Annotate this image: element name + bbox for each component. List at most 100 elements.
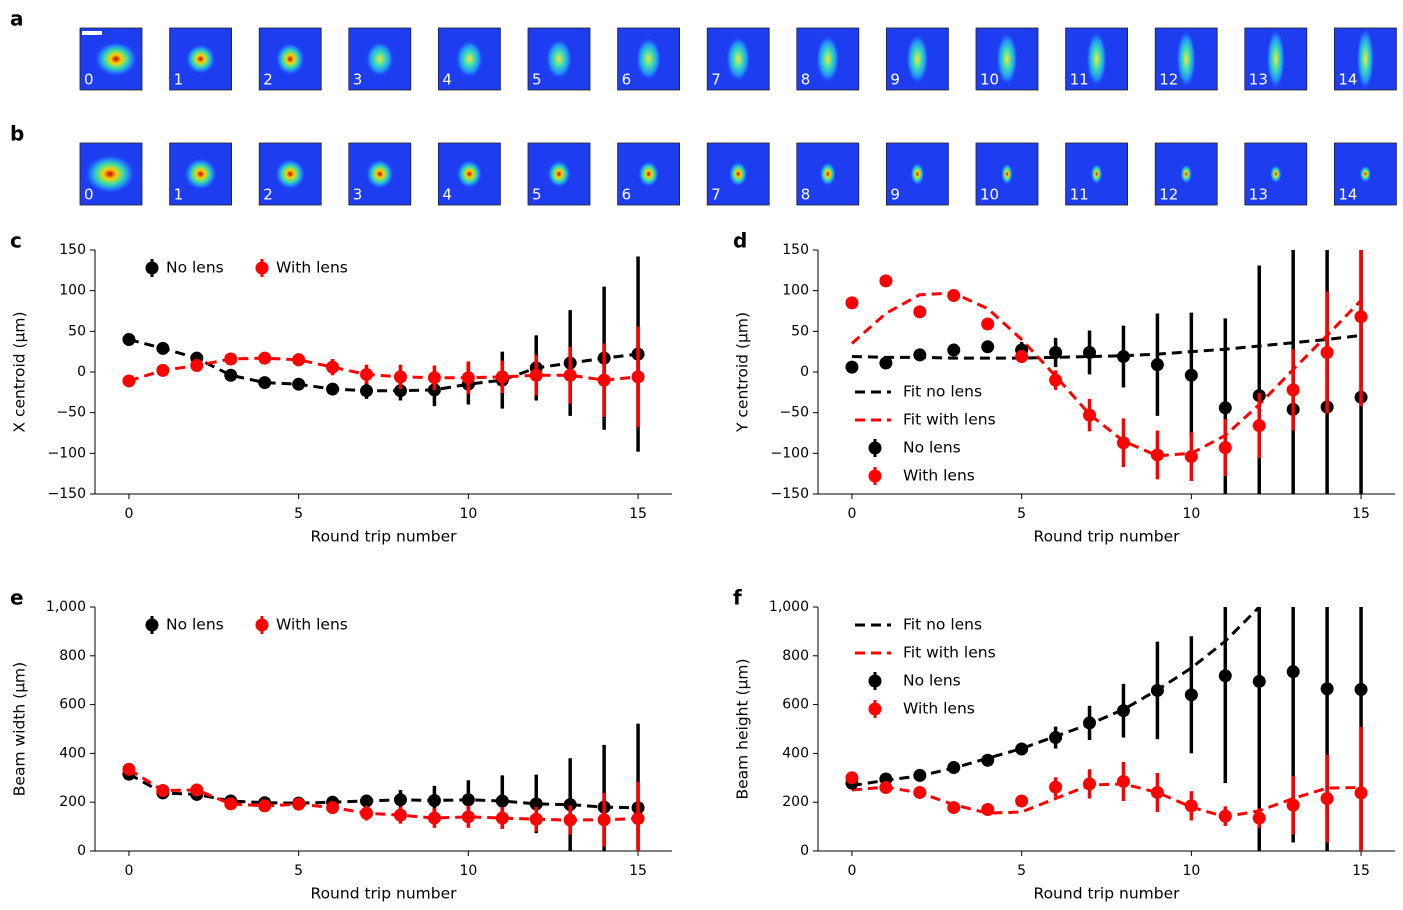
y-tick-label: 600 [782,697,809,713]
frame-number: 12 [1159,186,1178,204]
beam-spot [1266,28,1285,90]
y-tick-label: 200 [782,794,809,810]
y-tick-label: 400 [59,745,86,761]
beam-spot [638,161,660,188]
frame-number: 13 [1249,186,1268,204]
data-point [981,754,994,767]
y-tick-label: −150 [48,486,86,502]
data-point [122,763,135,776]
data-point [258,376,271,389]
beam-spot [1001,163,1013,185]
data-point [913,348,926,361]
beam-image: 8 [797,28,859,90]
data-point [496,794,509,807]
data-point [947,761,960,774]
data-point [1151,358,1164,371]
data-point [1355,683,1368,696]
beam-spot [455,40,483,78]
data-point [913,786,926,799]
data-point [1219,669,1232,682]
beam-image: 4 [438,143,500,205]
frame-number: 5 [532,186,542,204]
beam-image: 9 [886,28,948,90]
data-point [913,769,926,782]
data-point [428,794,441,807]
beam-spot [1176,29,1196,88]
data-point [632,370,645,383]
y-tick-label: 150 [782,242,809,258]
legend-marker [869,442,882,455]
x-tick-label: 5 [294,863,303,879]
data-point [122,374,135,387]
legend-marker [256,619,269,632]
data-point [1083,409,1096,422]
data-point [1253,419,1266,432]
data-point [1083,346,1096,359]
x-axis-label: Round trip number [1034,885,1181,903]
x-tick-label: 15 [1352,863,1370,879]
legend-label: With lens [903,700,975,718]
beam-image: 0 [80,28,142,90]
data-point [981,340,994,353]
data-point [156,784,169,797]
beam-image: 10 [976,143,1038,205]
legend-label: Fit with lens [903,644,996,662]
beam-spot [729,161,748,187]
frame-number: 7 [711,186,721,204]
data-point [1117,704,1130,717]
data-point [122,333,135,346]
frame-number: 14 [1338,186,1357,204]
frame-number: 5 [532,71,542,89]
beam-image: 14 [1334,143,1396,205]
data-point [224,352,237,365]
y-tick-label: −100 [48,445,86,461]
data-point [1321,682,1334,695]
data-point [190,784,203,797]
legend-label: Fit no lens [903,383,982,401]
y-tick-label: 200 [59,794,86,810]
data-point [1185,688,1198,701]
frame-number: 12 [1159,71,1178,89]
y-tick-label: 0 [77,843,86,859]
data-point [1219,810,1232,823]
data-point [1151,786,1164,799]
panel-label: c [10,229,22,253]
data-point [1151,684,1164,697]
y-tick-label: 600 [59,697,86,713]
x-axis-label: Round trip number [311,885,458,903]
data-point [632,812,645,825]
y-tick-label: 50 [791,323,809,339]
x-tick-label: 0 [124,863,133,879]
frame-number: 11 [1070,186,1089,204]
beam-spot [1270,165,1282,183]
x-tick-label: 15 [1352,506,1370,522]
beam-spot [184,158,218,191]
data-point [1049,731,1062,744]
legend-label: With lens [276,259,348,277]
legend-marker [869,703,882,716]
beam-image: 6 [618,28,680,90]
data-point [1253,812,1266,825]
legend-label: No lens [166,616,224,634]
data-point [292,353,305,366]
figure: a01234567891011121314b012345678910111213… [0,0,1403,910]
data-point [879,274,892,287]
data-point [1219,401,1232,414]
data-point [1117,350,1130,363]
data-point [1083,777,1096,790]
x-tick-label: 0 [847,506,856,522]
frame-number: 1 [174,71,184,89]
frame-number: 6 [622,186,632,204]
y-tick-label: −100 [771,445,809,461]
legend-label: No lens [166,259,224,277]
data-point [190,359,203,372]
legend-marker [869,470,882,483]
data-point [564,369,577,382]
beam-spot [547,160,571,188]
data-point [360,794,373,807]
data-point [1049,781,1062,794]
frame-number: 13 [1249,71,1268,89]
frame-number: 3 [353,186,363,204]
frame-number: 9 [890,186,900,204]
frame-number: 7 [711,71,721,89]
